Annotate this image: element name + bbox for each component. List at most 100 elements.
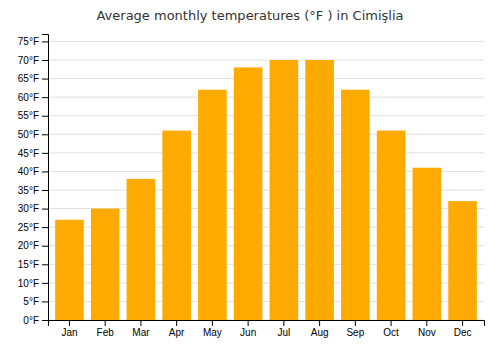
x-tick-label: Oct <box>383 327 399 338</box>
y-tick: 60°F <box>18 92 48 103</box>
bar <box>413 168 442 320</box>
x-tick: Jun <box>240 320 256 338</box>
bar <box>270 60 299 320</box>
bar <box>448 201 477 320</box>
y-tick-label: 65°F <box>18 73 39 84</box>
x-tick-label: Apr <box>169 327 185 338</box>
x-tick: Dec <box>454 320 472 338</box>
y-tick-label: 20°F <box>18 240 39 251</box>
y-tick-mark <box>42 97 48 98</box>
x-tick: Aug <box>311 320 329 338</box>
grid-line <box>48 97 484 98</box>
grid <box>48 41 484 320</box>
x-tick-label: Nov <box>418 327 436 338</box>
x-tick-mark <box>212 320 213 326</box>
y-axis: 0°F 5°F 10°F 15°F 20°F 25°F 30°F 35°F 40°F 45°F 50… <box>18 35 49 326</box>
x-tick-mark <box>140 320 141 326</box>
bar <box>377 131 406 320</box>
y-tick-label: 35°F <box>18 185 39 196</box>
y-tick-mark <box>42 301 48 302</box>
y-tick-mark <box>42 116 48 117</box>
y-tick: 5°F <box>23 296 48 307</box>
y-tick: 45°F <box>18 148 48 159</box>
x-tick: Mar <box>132 320 150 338</box>
x-tick-mark <box>176 320 177 326</box>
x-axis: Jan Feb Mar Apr May Jun Jul Aug Sep Oct Nov Dec <box>49 320 485 338</box>
bars <box>55 60 477 320</box>
y-tick: 50°F <box>18 129 48 140</box>
grid-line <box>48 115 484 116</box>
x-tick-label: Jul <box>277 327 290 338</box>
y-tick-label: 25°F <box>18 222 39 233</box>
x-tick-label: Dec <box>454 327 472 338</box>
grid-line <box>48 78 484 79</box>
x-tick-label: Jun <box>240 327 256 338</box>
y-axis-line <box>42 35 49 321</box>
y-tick-label: 0°F <box>23 315 39 326</box>
x-tick-label: Feb <box>97 327 115 338</box>
y-tick-mark <box>42 190 48 191</box>
y-tick-mark <box>42 41 48 42</box>
x-tick: Nov <box>418 320 436 338</box>
x-tick: Jul <box>277 320 290 338</box>
bar <box>127 179 156 320</box>
y-tick: 35°F <box>18 185 48 196</box>
bar <box>55 220 84 320</box>
x-tick-mark <box>248 320 249 326</box>
y-tick-mark <box>42 153 48 154</box>
x-tick-label: Aug <box>311 327 329 338</box>
grid-line <box>48 60 484 61</box>
y-tick-mark <box>42 79 48 80</box>
y-tick-mark <box>42 227 48 228</box>
y-tick-label: 5°F <box>23 296 39 307</box>
bar <box>198 90 227 320</box>
x-tick-mark <box>69 320 70 326</box>
grid-line <box>48 41 484 42</box>
y-tick-label: 15°F <box>18 259 39 270</box>
y-tick: 65°F <box>18 73 48 84</box>
title: Average monthly temperatures (°F ) in Ci… <box>96 8 403 23</box>
y-tick-label: 40°F <box>18 166 39 177</box>
y-tick-label: 60°F <box>18 92 39 103</box>
y-tick-label: 55°F <box>18 110 39 121</box>
y-tick-mark <box>42 283 48 284</box>
y-tick: 25°F <box>18 222 48 233</box>
x-tick-mark <box>105 320 106 326</box>
y-tick-mark <box>42 60 48 61</box>
y-tick-mark <box>42 264 48 265</box>
y-tick: 10°F <box>18 278 48 289</box>
x-tick: May <box>203 320 222 338</box>
x-tick-mark <box>319 320 320 326</box>
x-tick-mark <box>462 320 463 326</box>
bar <box>234 67 263 320</box>
y-tick: 55°F <box>18 110 48 121</box>
x-tick-mark <box>355 320 356 326</box>
grid-line <box>48 152 484 153</box>
x-tick-mark <box>391 320 392 326</box>
y-tick: 75°F <box>18 36 48 47</box>
chart: Average monthly temperatures (°F ) in Ci… <box>0 0 500 350</box>
bar <box>341 90 370 320</box>
y-tick: 30°F <box>18 203 48 214</box>
y-tick-label: 45°F <box>18 148 39 159</box>
y-tick-label: 30°F <box>18 203 39 214</box>
x-tick: Apr <box>169 320 185 338</box>
y-tick-label: 10°F <box>18 278 39 289</box>
x-tick: Jan <box>61 320 77 338</box>
y-tick-label: 70°F <box>18 55 39 66</box>
bar <box>162 131 191 320</box>
x-tick-label: Sep <box>346 327 364 338</box>
x-tick: Feb <box>97 320 115 338</box>
y-tick-mark <box>42 171 48 172</box>
x-tick-mark <box>283 320 284 326</box>
y-tick-mark <box>42 246 48 247</box>
plot: 0°F 5°F 10°F 15°F 20°F 25°F 30°F 35°F 40°F 45°F 50… <box>18 35 485 339</box>
x-tick-mark <box>426 320 427 326</box>
y-tick: 20°F <box>18 240 48 251</box>
x-tick-label: Jan <box>61 327 77 338</box>
x-tick: Sep <box>346 320 364 338</box>
x-tick: Oct <box>383 320 399 338</box>
y-tick-mark <box>42 134 48 135</box>
x-axis-line <box>49 321 485 327</box>
y-tick-label: 50°F <box>18 129 39 140</box>
